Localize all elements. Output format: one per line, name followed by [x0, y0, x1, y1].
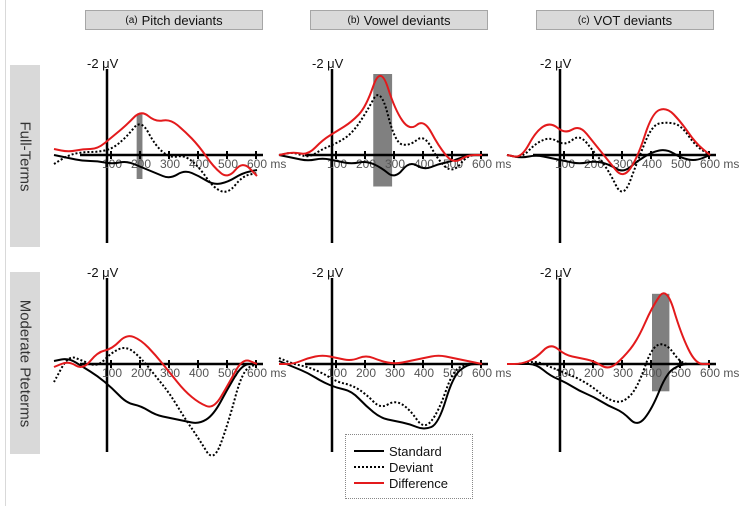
legend-item-standard: Standard — [354, 443, 442, 459]
legend: Standard Deviant Difference — [345, 434, 473, 499]
row-label-full-terms: Full-Terms — [10, 65, 40, 247]
x-tick-label: 100 — [102, 366, 122, 380]
series-difference — [53, 335, 258, 408]
legend-item-difference: Difference — [354, 475, 448, 491]
series-difference — [278, 74, 482, 162]
legend-item-deviant: Deviant — [354, 459, 433, 475]
x-tick-label: 400 — [189, 157, 209, 171]
x-tick-label: 600 ms — [472, 366, 511, 380]
series-deviant — [507, 343, 710, 403]
series-deviant — [53, 347, 258, 457]
series-deviant — [278, 357, 482, 427]
x-tick-label: 200 — [356, 157, 376, 171]
x-tick-label: 400 — [414, 366, 434, 380]
x-tick-label: 200 — [584, 157, 604, 171]
series-deviant — [53, 123, 258, 193]
column-header-pitch: (a) Pitch deviants — [85, 10, 263, 30]
legend-swatch-difference — [354, 482, 384, 484]
column-title: Vowel deviants — [363, 12, 451, 28]
shaded-interval — [373, 74, 393, 187]
shaded-interval — [136, 114, 143, 179]
column-tag: (a) — [125, 14, 138, 26]
x-tick-label: 500 — [671, 157, 691, 171]
legend-swatch-deviant — [354, 466, 384, 468]
series-standard — [507, 363, 710, 424]
series-difference — [507, 292, 710, 369]
x-tick-label: 200 — [131, 366, 151, 380]
x-tick-label: 100 — [327, 366, 347, 380]
x-tick-label: 400 — [642, 366, 662, 380]
x-tick-label: 400 — [642, 157, 662, 171]
series-standard — [53, 154, 258, 185]
y-axis-label: -2 μV — [540, 265, 572, 280]
x-tick-label: 300 — [385, 366, 405, 380]
legend-swatch-standard — [354, 450, 384, 452]
series-difference — [506, 108, 711, 176]
series-deviant — [278, 94, 482, 171]
x-tick-label: 200 — [584, 366, 604, 380]
x-tick-label: 300 — [160, 157, 180, 171]
series-standard — [278, 360, 482, 430]
x-tick-label: 500 — [671, 366, 691, 380]
series-difference — [53, 112, 258, 177]
legend-label: Standard — [389, 443, 442, 459]
shaded-interval — [652, 293, 670, 392]
column-title: Pitch deviants — [141, 12, 223, 28]
x-tick-label: 200 — [131, 157, 151, 171]
series-difference — [279, 354, 483, 366]
y-axis-label: -2 μV — [87, 265, 119, 280]
y-axis-label: -2 μV — [87, 56, 119, 71]
left-margin-rule — [5, 0, 6, 506]
y-axis-label: -2 μV — [312, 56, 344, 71]
x-tick-label: 600 ms — [472, 157, 511, 171]
x-tick-label: 600 ms — [247, 366, 286, 380]
column-header-vowel: (b) Vowel deviants — [310, 10, 488, 30]
x-tick-label: 600 ms — [700, 366, 739, 380]
x-tick-label: 400 — [189, 366, 209, 380]
legend-label: Deviant — [389, 459, 434, 475]
y-axis-label: -2 μV — [540, 56, 572, 71]
x-tick-label: 300 — [385, 157, 405, 171]
row-label-moderate-preterms: Moderate Pteterms — [10, 272, 40, 454]
series-deviant — [506, 121, 711, 193]
column-header-vot: (c) VOT deviants — [536, 10, 714, 30]
y-axis-label: -2 μV — [312, 265, 344, 280]
column-tag: (c) — [577, 14, 590, 26]
series-standard — [53, 358, 257, 424]
column-title: VOT deviants — [593, 12, 673, 28]
x-tick-label: 300 — [613, 366, 633, 380]
legend-label: Difference — [389, 475, 449, 491]
column-tag: (b) — [347, 14, 360, 26]
x-tick-label: 500 — [218, 157, 238, 171]
x-tick-label: 600 ms — [700, 157, 739, 171]
x-tick-label: 200 — [356, 366, 376, 380]
x-tick-label: 600 ms — [247, 157, 286, 171]
